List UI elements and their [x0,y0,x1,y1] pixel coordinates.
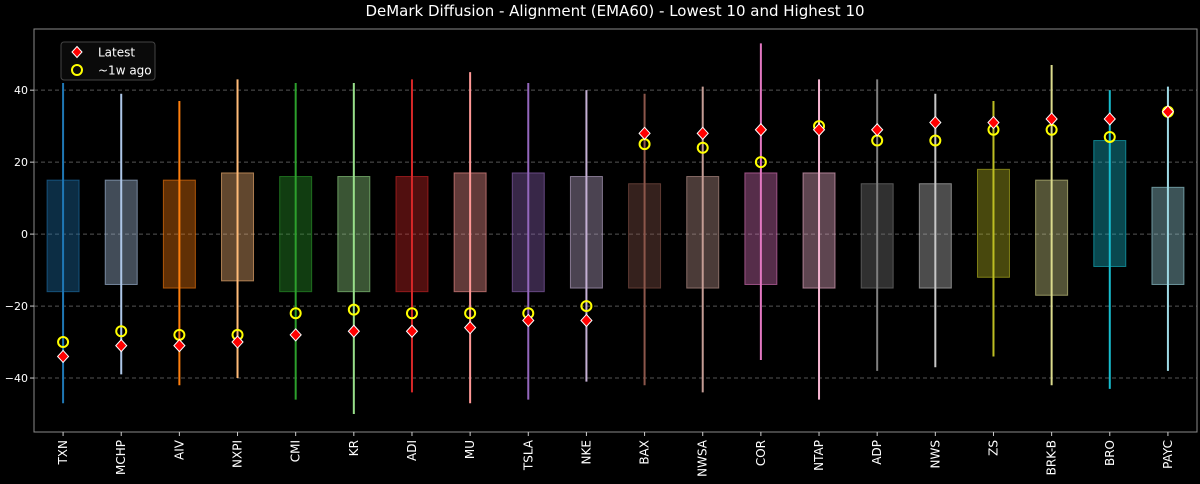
x-tick-label: PAYC [1161,440,1175,469]
legend-latest-label: Latest [98,46,135,60]
latest-point [405,324,419,338]
week-ago-point [115,325,128,338]
latest-point [929,115,942,130]
x-tick-label: NTAP [812,440,826,471]
y-tick-label: −20 [5,300,28,313]
latest-point [289,328,302,342]
data-markers [56,105,1175,364]
week-ago-point [754,156,767,169]
x-tick-label: TSLA [521,439,535,471]
plot-frame [33,28,1198,433]
x-tick-label: BAX [638,440,652,465]
week-ago-point [696,141,709,154]
chart-title: DeMark Diffusion - Alignment (EMA60) - L… [365,2,864,20]
x-axis: TXN MCHP AIV NXPI CMI KR ADI MU TSLA NKE BAX NWSA CO… [56,432,1175,477]
latest-point [522,313,535,328]
y-tick-label: −40 [5,372,28,385]
latest-point [231,335,244,349]
legend-latest-marker [71,45,83,59]
latest-point [638,126,651,141]
week-ago-point [580,300,593,313]
latest-point [463,320,477,335]
y-axis: −40 −20 0 20 40 [5,84,34,385]
latest-point [115,338,128,353]
y-tick-label: 20 [14,156,28,169]
week-ago-point [929,134,942,147]
week-ago-point [464,307,477,320]
y-tick-label: 40 [14,84,28,97]
grid-lines [34,89,1197,379]
x-tick-label: BRO [1103,440,1117,466]
week-ago-point [347,303,360,316]
x-tick-label: TXN [56,440,70,466]
latest-point [870,123,884,137]
x-tick-label: CMI [289,440,303,462]
legend-week-ago-marker [71,64,83,76]
latest-point [173,338,186,353]
latest-point [1103,112,1116,126]
week-ago-point [1103,130,1116,143]
legend-box [60,41,156,81]
x-tick-label: BRK-B [1045,440,1059,475]
week-ago-point [289,307,302,320]
x-tick-label: ZS [986,440,1000,456]
week-ago-point [57,336,70,349]
x-tick-label: KR [347,440,361,456]
latest-point [580,313,593,328]
latest-point [696,126,709,141]
legend-week-ago-label: ~1w ago [98,64,152,78]
legend: Latest ~1w ago [60,41,156,81]
x-tick-label: AIV [172,439,186,460]
x-tick-label: NKE [579,440,593,464]
range-boxes [46,43,1185,415]
latest-point [812,123,826,137]
week-ago-point [405,307,418,320]
latest-point [347,324,361,338]
x-tick-label: COR [754,440,768,466]
x-tick-label: MCHP [114,440,128,475]
y-tick-label: 0 [21,228,28,241]
x-tick-label: NWS [928,440,942,468]
x-tick-label: ADI [405,440,419,461]
x-tick-label: MU [463,440,477,459]
x-tick-label: NWSA [696,439,710,477]
latest-point [987,115,1000,130]
x-tick-label: NXPI [231,440,245,468]
latest-point [56,349,70,364]
latest-point [1045,112,1058,126]
x-tick-label: ADP [870,440,884,465]
latest-point [754,123,768,137]
latest-point [1161,105,1175,119]
